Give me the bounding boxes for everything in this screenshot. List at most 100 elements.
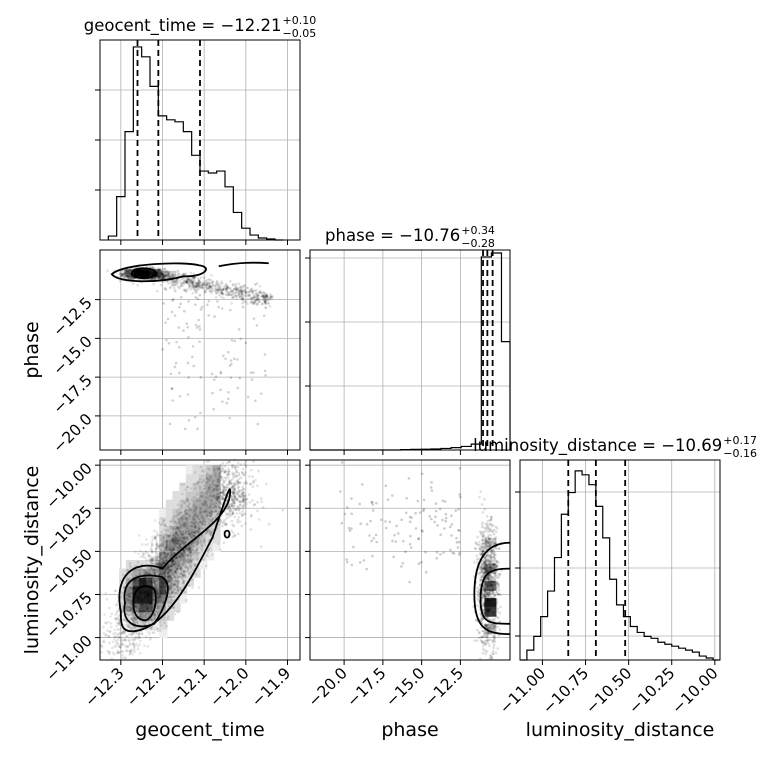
- scatter-point: [195, 543, 199, 546]
- scatter-point: [160, 274, 164, 278]
- scatter-point: [102, 640, 106, 643]
- scatter-point: [142, 274, 146, 278]
- scatter-point: [144, 579, 147, 583]
- density-cell: [172, 516, 181, 527]
- scatter-point: [140, 270, 143, 273]
- scatter-point: [160, 530, 164, 534]
- scatter-point: [233, 339, 237, 343]
- scatter-point: [208, 283, 212, 287]
- scatter-point: [147, 273, 151, 276]
- scatter-point: [176, 568, 179, 571]
- scatter-point: [196, 283, 200, 286]
- grid-layer: [100, 40, 720, 660]
- scatter-point: [263, 296, 267, 300]
- scatter-point: [220, 307, 224, 310]
- scatter-point: [208, 284, 212, 288]
- scatter-point: [159, 624, 163, 627]
- scatter-point: [236, 386, 240, 390]
- scatter-point: [150, 270, 153, 274]
- scatter-point: [265, 294, 269, 298]
- scatter-point: [187, 418, 191, 422]
- scatter-point: [146, 273, 150, 277]
- scatter-point: [141, 274, 145, 278]
- scatter-point: [167, 569, 171, 573]
- scatter-point: [174, 539, 178, 542]
- scatter-point: [139, 273, 143, 277]
- scatter-point: [146, 271, 150, 275]
- scatter-point: [210, 291, 213, 295]
- scatter-point: [196, 427, 199, 431]
- scatter-point: [136, 273, 139, 277]
- scatter-point: [125, 597, 129, 601]
- scatter-point: [203, 487, 207, 491]
- scatter-point: [193, 471, 197, 474]
- scatter-point: [143, 271, 147, 275]
- scatter-point: [214, 295, 218, 299]
- scatter-point: [167, 271, 170, 275]
- scatter-point: [149, 601, 153, 605]
- scatter-point: [126, 645, 130, 648]
- density-cell: [205, 482, 215, 492]
- scatter-point: [208, 282, 212, 285]
- scatter-point: [147, 272, 150, 276]
- scatter-point: [187, 281, 191, 285]
- scatter-point: [188, 502, 191, 506]
- scatter-point: [169, 276, 172, 279]
- scatter-point: [233, 292, 236, 295]
- scatter-point: [148, 270, 152, 273]
- scatter-point: [155, 543, 158, 546]
- scatter-point: [153, 276, 157, 280]
- scatter-point: [250, 378, 254, 381]
- scatter-point: [186, 280, 190, 284]
- scatter-point: [144, 272, 148, 276]
- scatter-point: [129, 276, 133, 280]
- scatter-point: [184, 537, 188, 541]
- density-cell: [159, 534, 168, 544]
- scatter-point: [155, 579, 158, 583]
- scatter-point: [135, 271, 139, 274]
- scatter-point: [159, 268, 162, 271]
- scatter-point: [201, 522, 205, 526]
- scatter-point: [237, 290, 240, 293]
- scatter-point: [135, 272, 138, 275]
- scatter-point: [167, 273, 170, 277]
- scatter-point: [185, 280, 188, 284]
- scatter-point: [199, 308, 203, 311]
- scatter-point: [192, 276, 195, 280]
- scatter-point: [163, 581, 167, 585]
- scatter-point: [237, 515, 241, 519]
- scatter-point: [247, 475, 251, 478]
- scatter-point: [179, 542, 183, 545]
- scatter-point: [238, 295, 242, 299]
- scatter-point: [171, 299, 174, 302]
- scatter-point: [253, 289, 257, 293]
- scatter-point: [199, 465, 203, 469]
- scatter-point: [156, 269, 159, 272]
- scatter-point: [123, 623, 126, 626]
- scatter-point: [196, 480, 200, 483]
- density-cell: [119, 568, 128, 578]
- scatter-point: [178, 563, 181, 567]
- scatter-point: [164, 288, 168, 291]
- scatter-point: [256, 509, 259, 513]
- scatter-point: [214, 501, 218, 505]
- scatter-point: [216, 285, 220, 289]
- scatter-point: [206, 278, 209, 282]
- scatter-point: [142, 272, 146, 276]
- scatter-point: [129, 277, 133, 280]
- density-cell: [119, 594, 128, 604]
- scatter-point: [209, 530, 213, 533]
- scatter-point: [236, 532, 240, 536]
- scatter-point: [227, 390, 230, 394]
- scatter-point: [204, 532, 207, 535]
- scatter-point: [161, 269, 165, 273]
- scatter-point: [182, 329, 185, 332]
- scatter-point: [241, 293, 244, 297]
- scatter-point: [226, 286, 229, 290]
- scatter-point: [235, 294, 238, 298]
- scatter-point: [227, 505, 230, 509]
- scatter-point: [195, 543, 198, 547]
- scatter-point: [100, 651, 103, 654]
- scatter-point: [179, 281, 183, 285]
- scatter-point: [243, 288, 247, 292]
